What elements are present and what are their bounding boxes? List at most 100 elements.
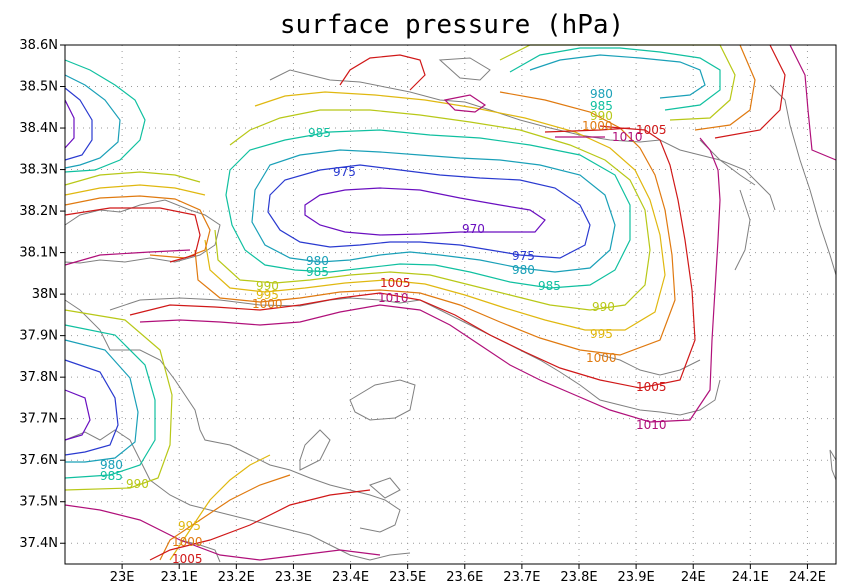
y-tick-label: 37.7N [19, 412, 58, 427]
y-tick-label: 38.6N [19, 38, 58, 53]
y-tick-label: 38N [32, 287, 58, 302]
y-tick-label: 38.3N [19, 163, 58, 178]
contour-label: 1000 [582, 119, 613, 133]
contour-985 [225, 129, 631, 289]
contour-label: 1005 [636, 380, 667, 394]
plot-frame [64, 44, 837, 565]
x-tick-label: 23.1E [161, 570, 198, 585]
contour-1005-sw [149, 489, 371, 561]
coastline [109, 297, 721, 416]
contour-1005-e [339, 54, 426, 91]
contour-label: 1005 [636, 123, 667, 137]
contour-label: 1000 [172, 535, 203, 549]
y-tick-label: 37.5N [19, 495, 58, 510]
chart-title: surface pressure (hPa) [280, 10, 624, 40]
x-tick-label: 23.8E [560, 570, 597, 585]
coastline [769, 84, 837, 276]
y-tick-label: 37.9N [19, 329, 58, 344]
coastlines [64, 57, 837, 563]
contour-label: 995 [178, 519, 201, 533]
x-tick-label: 23.7E [503, 570, 540, 585]
contour-975-sw [64, 359, 119, 456]
contour-970-w [64, 99, 75, 149]
contour-985-ne [509, 47, 721, 111]
contour-label: 985 [306, 265, 329, 279]
contour-label: 980 [590, 87, 613, 101]
contour-label: 990 [590, 109, 613, 123]
coastline [269, 69, 776, 211]
y-axis-ticks: 38.6N 38.5N 38.4N 38.3N 38.2N 38.1N 38N 37.9N 37… [19, 38, 65, 551]
contour-label: 985 [308, 126, 331, 140]
contour-1010-ne [789, 44, 837, 161]
y-tick-label: 38.1N [19, 246, 58, 261]
coastline [64, 429, 411, 561]
contour-980-w [64, 74, 121, 169]
coastline [438, 57, 491, 81]
coastline [369, 477, 401, 499]
contour-label: 990 [592, 300, 615, 314]
contour-1000-sw [159, 474, 291, 561]
x-tick-label: 23.5E [389, 570, 426, 585]
x-tick-label: 24.1E [732, 570, 769, 585]
contour-label: 995 [590, 327, 613, 341]
x-tick-label: 23.9E [618, 570, 655, 585]
contour-1005-short [544, 127, 631, 133]
coastline [829, 449, 837, 481]
contour-980 [251, 149, 616, 273]
y-tick-label: 38.2N [19, 204, 58, 219]
contour-label: 1010 [378, 291, 409, 305]
contour-1005-ne [714, 44, 786, 139]
contour-1000-ne [694, 44, 756, 131]
contour-labels: 980 985 990 1000 1005 1010 985 975 970 9… [100, 87, 667, 566]
contour-975 [267, 164, 591, 259]
contour-label: 1000 [586, 351, 617, 365]
contour-980-ne [529, 54, 706, 99]
coastline [299, 429, 331, 471]
coastline [349, 379, 416, 421]
y-tick-label: 37.4N [19, 536, 58, 551]
y-tick-label: 37.8N [19, 370, 58, 385]
contour-1010 [139, 137, 721, 423]
contour-label: 995 [256, 288, 279, 302]
contour-975-w [64, 87, 93, 161]
x-tick-label: 23.6E [446, 570, 483, 585]
contour-995 [204, 91, 666, 331]
contour-label: 980 [100, 458, 123, 472]
x-tick-label: 23.2E [218, 570, 255, 585]
contour-label: 990 [126, 477, 149, 491]
contour-label: 980 [306, 254, 329, 268]
contour-970-sw [64, 389, 91, 441]
contour-985-w [64, 59, 146, 173]
contour-label: 1010 [636, 418, 667, 432]
contour-1005-w [64, 207, 201, 263]
x-axis-ticks: 23E 23.1E 23.2E 23.3E 23.4E 23.5E 23.6E 23.7E 23… [110, 564, 826, 585]
contour-1010-w [64, 249, 191, 266]
coastline [599, 354, 701, 376]
coastline [734, 189, 751, 271]
contour-label: 1010 [612, 130, 643, 144]
coastline [179, 539, 221, 563]
contour-985-sw [64, 324, 156, 479]
grid-lines [65, 44, 836, 564]
contour-990-sw [64, 309, 173, 491]
contour-label: 980 [512, 263, 535, 277]
x-tick-label: 23.3E [275, 570, 312, 585]
contour-1000-w [64, 195, 211, 259]
contour-label: 1000 [252, 297, 283, 311]
contour-1010-sw [64, 504, 381, 561]
contour-label: 985 [590, 99, 613, 113]
contour-label: 1005 [172, 552, 203, 566]
y-tick-label: 38.5N [19, 80, 58, 95]
contour-label: 985 [538, 279, 561, 293]
coastline [64, 299, 401, 533]
contour-1005 [129, 125, 696, 389]
x-tick-label: 24.2E [789, 570, 826, 585]
x-tick-label: 23E [110, 570, 135, 585]
coastline [64, 199, 221, 264]
contour-995-sw [169, 454, 271, 561]
contour-995-w [64, 184, 206, 196]
contour-970 [304, 187, 546, 236]
contour-label: 1005 [380, 276, 411, 290]
contour-1010-e [443, 94, 487, 113]
